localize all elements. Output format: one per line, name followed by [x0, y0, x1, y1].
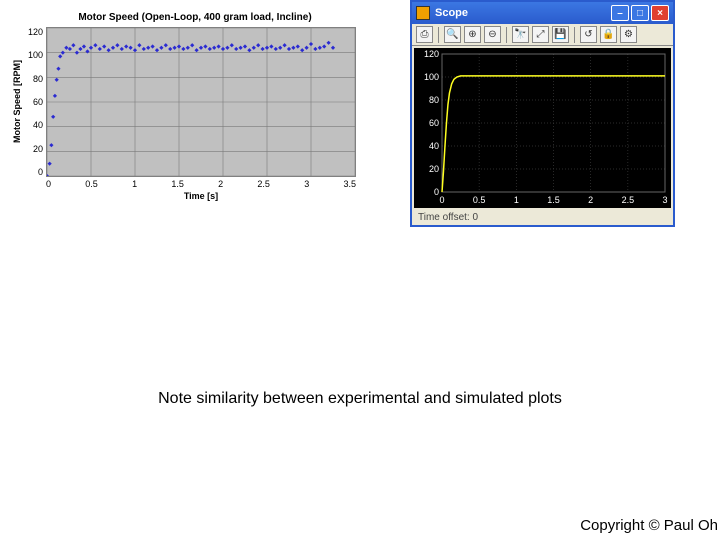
copyright: Copyright © Paul Oh — [580, 517, 718, 534]
print-icon[interactable]: ⎙ — [416, 26, 433, 43]
close-button[interactable]: × — [651, 5, 669, 21]
x-axis-label: Time [s] — [46, 191, 356, 201]
caption: Note similarity between experimental and… — [0, 390, 720, 408]
binoculars-icon[interactable]: 🔭 — [512, 26, 529, 43]
autoscale-icon[interactable]: ⤢ — [532, 26, 549, 43]
params-icon[interactable]: ⚙ — [620, 26, 637, 43]
scope-window: Scope – □ × ⎙ 🔍 ⊕ ⊖ 🔭 ⤢ 💾 ↺ 🔒 ⚙ 02040608… — [410, 0, 675, 227]
scope-plot-area: 0 20 40 60 80 100 120 0 0.5 1 1.5 2 2.5 3 — [414, 48, 671, 208]
svg-text:1: 1 — [514, 195, 519, 205]
svg-text:2: 2 — [588, 195, 593, 205]
lock-icon[interactable]: 🔒 — [600, 26, 617, 43]
toolbar-separator — [574, 27, 575, 43]
svg-text:100: 100 — [424, 72, 439, 82]
scope-title: Scope — [435, 7, 611, 19]
svg-text:120: 120 — [424, 49, 439, 59]
svg-text:0: 0 — [434, 187, 439, 197]
svg-text:3: 3 — [662, 195, 667, 205]
svg-text:0: 0 — [439, 195, 444, 205]
experimental-chart: Motor Speed (Open-Loop, 400 gram load, I… — [10, 12, 380, 222]
minimize-button[interactable]: – — [611, 5, 629, 21]
save-icon[interactable]: 💾 — [552, 26, 569, 43]
y-axis-label: Motor Speed [RPM] — [10, 27, 24, 177]
scope-footer: Time offset: 0 — [412, 210, 673, 225]
svg-text:60: 60 — [429, 118, 439, 128]
svg-text:20: 20 — [429, 164, 439, 174]
zoom-in-icon[interactable]: 🔍 — [444, 26, 461, 43]
zoom-y-icon[interactable]: ⊖ — [484, 26, 501, 43]
svg-text:40: 40 — [429, 141, 439, 151]
toolbar-separator — [438, 27, 439, 43]
zoom-x-icon[interactable]: ⊕ — [464, 26, 481, 43]
y-axis-ticks: 120 100 80 60 40 20 0 — [24, 27, 46, 177]
svg-text:2.5: 2.5 — [622, 195, 635, 205]
chart-plot-area — [46, 27, 356, 177]
scope-titlebar[interactable]: Scope – □ × — [412, 2, 673, 24]
scope-toolbar: ⎙ 🔍 ⊕ ⊖ 🔭 ⤢ 💾 ↺ 🔒 ⚙ — [412, 24, 673, 46]
matlab-icon — [416, 6, 430, 20]
toolbar-separator — [506, 27, 507, 43]
chart-title: Motor Speed (Open-Loop, 400 gram load, I… — [10, 12, 380, 23]
maximize-button[interactable]: □ — [631, 5, 649, 21]
x-axis-ticks: 0 0.5 1 1.5 2 2.5 3 3.5 — [46, 179, 356, 189]
restore-icon[interactable]: ↺ — [580, 26, 597, 43]
svg-text:80: 80 — [429, 95, 439, 105]
svg-text:1.5: 1.5 — [547, 195, 560, 205]
svg-text:0.5: 0.5 — [473, 195, 486, 205]
